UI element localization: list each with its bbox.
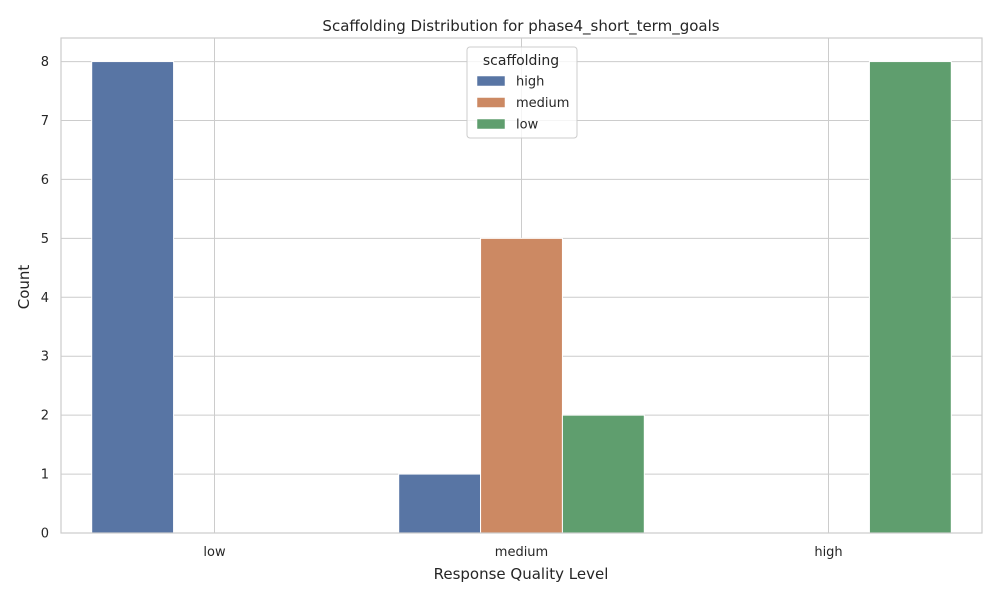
- legend: scaffolding high medium low: [466, 46, 578, 139]
- plot-border: [60, 37, 983, 534]
- legend-swatch-high: [476, 75, 506, 87]
- x-tick-label: medium: [495, 545, 548, 560]
- x-tick-label: high: [814, 545, 842, 560]
- legend-label-medium: medium: [516, 96, 569, 111]
- legend-label-high: high: [516, 75, 544, 90]
- bar-high-medium: [398, 473, 482, 534]
- legend-swatch-medium: [476, 97, 506, 108]
- x-axis-title: Response Quality Level: [434, 565, 609, 583]
- legend-title: scaffolding: [483, 53, 559, 69]
- y-tick-label: 8: [41, 55, 49, 70]
- y-tick-label: 2: [41, 409, 49, 424]
- plot-frame: [60, 37, 983, 534]
- y-tick-labels: 0 1 2 3 4 5 6 7 8: [41, 55, 49, 541]
- bar-medium-medium: [480, 237, 563, 534]
- legend-box: [466, 46, 578, 139]
- y-tick-label: 3: [41, 350, 49, 365]
- y-tick-label: 0: [41, 527, 49, 542]
- y-tick-label: 7: [41, 114, 49, 129]
- legend-swatch-low: [476, 118, 506, 130]
- chart-title: Scaffolding Distribution for phase4_shor…: [322, 17, 719, 36]
- bars: [91, 61, 952, 534]
- legend-items: high medium low: [476, 75, 569, 133]
- y-tick-label: 1: [41, 468, 49, 483]
- bar-low-high: [868, 61, 952, 534]
- x-tick-labels: low medium high: [203, 545, 842, 560]
- y-tick-label: 5: [41, 232, 49, 247]
- bar-high-low: [91, 61, 175, 534]
- legend-label-low: low: [516, 118, 539, 133]
- bar-low-medium: [561, 414, 645, 534]
- y-tick-label: 4: [41, 291, 49, 306]
- x-tick-label: low: [203, 545, 226, 560]
- y-tick-label: 6: [41, 173, 49, 188]
- y-axis-title: Count: [15, 265, 33, 310]
